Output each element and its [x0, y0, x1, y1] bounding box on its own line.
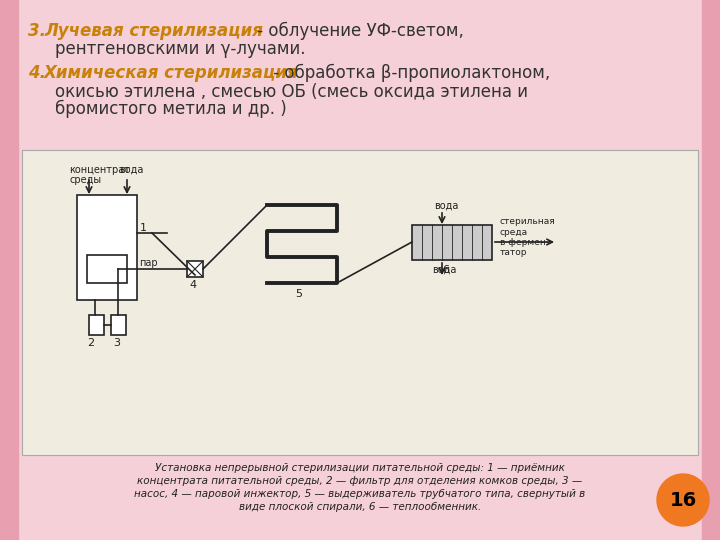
Text: среды: среды	[69, 175, 101, 185]
Text: 6: 6	[442, 265, 449, 275]
Text: 3.: 3.	[28, 22, 52, 40]
Text: 1: 1	[140, 223, 147, 233]
Text: концентрата питательной среды, 2 — фильтр для отделения комков среды, 3 —: концентрата питательной среды, 2 — фильт…	[138, 476, 582, 486]
Text: вода: вода	[432, 265, 456, 275]
Text: вода: вода	[434, 201, 459, 211]
Bar	[0, 0, 18, 540]
Text: пар: пар	[139, 258, 158, 268]
Text: 4.: 4.	[28, 64, 52, 82]
Text: Лучевая стерилизация: Лучевая стерилизация	[44, 22, 263, 40]
Text: - облучение УФ-светом,: - облучение УФ-светом,	[252, 22, 464, 40]
Text: вода: вода	[119, 165, 143, 175]
Text: насос, 4 — паровой инжектор, 5 — выдерживатель трубчатого типа, свернутый в: насос, 4 — паровой инжектор, 5 — выдержи…	[135, 489, 585, 499]
Bar	[87, 255, 127, 283]
Circle shape	[657, 474, 709, 526]
Text: бромистого метила и др. ): бромистого метила и др. )	[55, 100, 287, 118]
Bar	[111, 315, 126, 335]
Text: рентгеновскими и γ-лучами.: рентгеновскими и γ-лучами.	[55, 40, 305, 58]
Text: татор: татор	[500, 248, 528, 257]
Text: 2: 2	[87, 338, 94, 348]
Text: среда: среда	[500, 228, 528, 237]
Text: - обработка β-пропиолактоном,: - обработка β-пропиолактоном,	[268, 64, 550, 82]
Text: 3: 3	[113, 338, 120, 348]
Bar	[702, 0, 720, 540]
Text: 16: 16	[670, 490, 697, 510]
Text: 4: 4	[189, 280, 196, 290]
Bar	[187, 261, 203, 277]
Bar	[77, 195, 137, 300]
Text: окисью этилена , смесью ОБ (смесь оксида этилена и: окисью этилена , смесью ОБ (смесь оксида…	[55, 82, 528, 100]
Bar	[89, 315, 104, 335]
Bar	[22, 150, 698, 455]
Text: Химическая стерилизация: Химическая стерилизация	[44, 64, 299, 82]
Text: 5: 5	[295, 289, 302, 299]
Bar	[412, 225, 492, 260]
Text: стерильная: стерильная	[500, 217, 556, 226]
Text: Установка непрерывной стерилизации питательной среды: 1 — приёмник: Установка непрерывной стерилизации питат…	[155, 463, 565, 473]
Text: виде плоской спирали, 6 — теплообменник.: виде плоской спирали, 6 — теплообменник.	[239, 502, 481, 512]
Text: концентрат: концентрат	[69, 165, 130, 175]
Text: в фермен-: в фермен-	[500, 238, 549, 247]
